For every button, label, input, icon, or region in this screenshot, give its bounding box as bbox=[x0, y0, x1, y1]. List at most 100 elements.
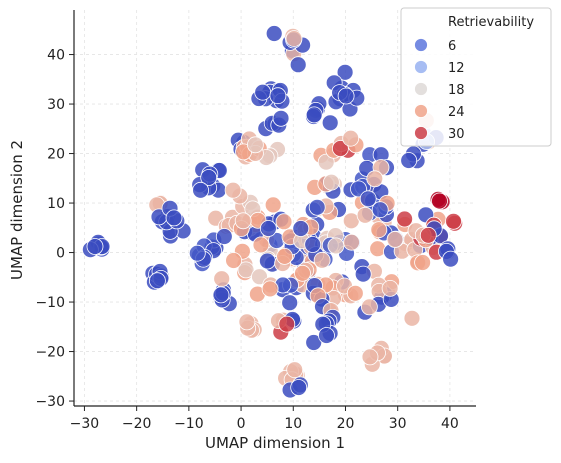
data-point bbox=[400, 152, 418, 169]
data-point bbox=[148, 272, 166, 290]
data-point bbox=[419, 226, 437, 244]
data-point bbox=[322, 173, 340, 191]
data-point bbox=[381, 279, 399, 297]
data-point bbox=[343, 233, 360, 251]
data-point bbox=[308, 198, 326, 216]
x-tick-label: −30 bbox=[70, 416, 100, 432]
legend-box bbox=[400, 7, 552, 147]
data-point bbox=[386, 231, 404, 248]
legend-marker bbox=[414, 104, 428, 118]
data-point bbox=[265, 25, 283, 42]
y-tick-label: 10 bbox=[47, 196, 65, 212]
axes bbox=[73, 10, 476, 407]
data-point bbox=[304, 236, 322, 253]
data-point bbox=[264, 196, 282, 214]
data-point bbox=[261, 280, 279, 298]
data-point bbox=[336, 63, 354, 81]
data-point bbox=[414, 254, 432, 271]
legend-label: 24 bbox=[448, 105, 465, 120]
data-point bbox=[225, 252, 243, 269]
legend-label: 18 bbox=[448, 83, 465, 98]
legend-label: 12 bbox=[448, 61, 465, 76]
data-point bbox=[259, 220, 277, 237]
legend-marker bbox=[414, 82, 428, 96]
y-tick-label: −30 bbox=[35, 394, 65, 410]
data-point bbox=[254, 83, 272, 101]
data-point bbox=[317, 153, 335, 171]
legend-marker bbox=[414, 126, 428, 140]
legend: Retrievability 6 12 18 24 30 bbox=[400, 7, 552, 147]
x-axis-title: UMAP dimension 1 bbox=[205, 434, 345, 452]
data-point bbox=[327, 237, 345, 255]
data-point bbox=[215, 228, 233, 245]
data-point bbox=[290, 379, 308, 396]
data-point bbox=[321, 114, 339, 132]
x-axis-ticks: −30 −20 −10 0 10 20 30 40 bbox=[70, 406, 459, 432]
y-tick-label: −10 bbox=[35, 295, 65, 311]
data-point bbox=[342, 129, 360, 147]
data-point bbox=[234, 212, 252, 230]
data-point bbox=[431, 192, 448, 210]
data-point bbox=[403, 309, 421, 327]
data-point bbox=[86, 238, 104, 255]
data-point bbox=[294, 264, 311, 282]
data-point bbox=[366, 170, 384, 188]
data-point bbox=[200, 169, 218, 186]
legend-label: 30 bbox=[448, 127, 465, 142]
data-point bbox=[361, 348, 379, 366]
y-axis-ticks: −30 −20 −10 0 10 20 30 40 bbox=[35, 48, 74, 410]
y-tick-label: 30 bbox=[47, 97, 65, 113]
data-point bbox=[246, 136, 264, 154]
data-point bbox=[318, 327, 335, 344]
x-tick-label: 20 bbox=[337, 416, 355, 432]
y-tick-label: 20 bbox=[47, 147, 65, 163]
legend-marker bbox=[414, 60, 428, 74]
data-point bbox=[356, 206, 374, 224]
data-point bbox=[337, 87, 355, 105]
data-point bbox=[313, 251, 331, 269]
data-point bbox=[276, 247, 294, 265]
data-point bbox=[354, 265, 372, 283]
data-point bbox=[278, 315, 296, 333]
x-tick-label: 30 bbox=[389, 416, 407, 432]
data-point bbox=[258, 252, 276, 270]
data-point bbox=[281, 294, 299, 312]
x-tick-label: −20 bbox=[122, 416, 152, 432]
x-tick-label: 0 bbox=[237, 416, 246, 432]
data-point bbox=[305, 106, 323, 124]
data-point bbox=[269, 87, 287, 105]
data-point bbox=[192, 181, 210, 199]
data-point bbox=[252, 236, 270, 254]
x-tick-label: 40 bbox=[441, 416, 459, 432]
data-point bbox=[213, 270, 231, 288]
data-point bbox=[360, 298, 378, 316]
y-axis-title: UMAP dimension 2 bbox=[8, 140, 26, 280]
x-tick-label: 10 bbox=[284, 416, 302, 432]
data-point bbox=[272, 109, 290, 127]
data-point bbox=[442, 250, 460, 268]
data-point bbox=[275, 213, 293, 231]
y-tick-label: 40 bbox=[47, 48, 65, 64]
data-point bbox=[238, 313, 256, 331]
data-point bbox=[369, 240, 387, 258]
scatter-points bbox=[82, 25, 464, 399]
data-point bbox=[396, 210, 414, 228]
data-point bbox=[346, 284, 364, 302]
data-point bbox=[359, 190, 377, 208]
data-point bbox=[285, 30, 303, 47]
data-point bbox=[188, 244, 206, 262]
x-tick-label: −10 bbox=[174, 416, 204, 432]
data-point bbox=[371, 201, 389, 219]
data-point bbox=[370, 221, 388, 239]
y-tick-label: 0 bbox=[56, 246, 65, 262]
data-point bbox=[286, 361, 304, 379]
data-point bbox=[237, 261, 255, 279]
legend-title: Retrievability bbox=[448, 15, 534, 30]
data-point bbox=[292, 220, 310, 237]
data-point bbox=[165, 209, 183, 227]
data-point bbox=[305, 334, 323, 351]
legend-label: 6 bbox=[448, 39, 456, 54]
legend-marker bbox=[414, 38, 428, 52]
data-point bbox=[224, 181, 242, 199]
data-point bbox=[212, 286, 230, 304]
